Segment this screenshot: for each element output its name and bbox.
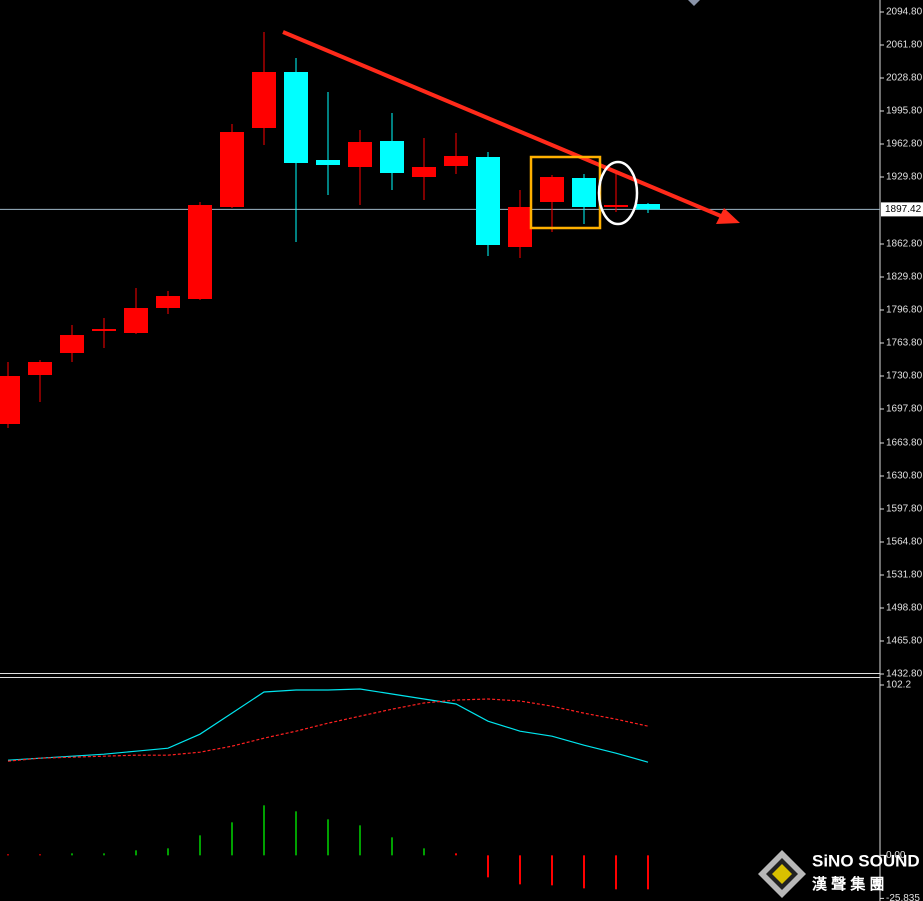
- y-tick-label: 1465.80: [886, 636, 923, 647]
- histogram-bar: [359, 825, 361, 856]
- candle-body: [28, 362, 52, 375]
- candle-body: [92, 329, 116, 331]
- histogram-bar: [135, 850, 137, 856]
- indicator-line: [7, 688, 649, 763]
- candle-body: [156, 296, 180, 308]
- candle-body: [348, 142, 372, 167]
- indicator-line: [7, 698, 649, 762]
- y-tick-label: 102.2: [886, 680, 911, 691]
- y-tick-label: -25.835: [886, 893, 920, 901]
- last-price-box: [881, 202, 923, 217]
- histogram-bar: [455, 853, 457, 856]
- marker: [688, 0, 700, 6]
- trend-arrow-head: [716, 208, 740, 224]
- y-tick-label: 1929.80: [886, 172, 923, 183]
- histogram-bar: [551, 855, 553, 886]
- y-tick-label: 1995.80: [886, 106, 923, 117]
- candle-body: [60, 335, 84, 353]
- histogram-bar: [199, 835, 201, 856]
- price-pane: 2094.80 2061.80 2028.80 1995.80 1962.80 1929.…: [0, 7, 923, 680]
- y-tick-label: 1663.80: [886, 438, 923, 449]
- y-tick-label: 1697.80: [886, 404, 923, 415]
- histogram-bar: [295, 811, 297, 856]
- y-tick-label: 1829.80: [886, 272, 923, 283]
- histogram-bar: [231, 822, 233, 856]
- y-tick-label: 0.00: [886, 850, 906, 861]
- y-tick-label: 1498.80: [886, 603, 923, 614]
- candle-body: [572, 178, 596, 207]
- indicator-pane: 102.2 0.00 -25.835: [7, 680, 920, 901]
- y-tick-label: 1862.80: [886, 239, 923, 250]
- candle-body: [252, 72, 276, 128]
- histogram-bar: [167, 848, 169, 856]
- histogram-bar: [103, 853, 105, 856]
- histogram-bar: [391, 837, 393, 856]
- candle-body: [508, 207, 532, 247]
- y-tick-label: 2061.80: [886, 40, 923, 51]
- candle-body: [476, 157, 500, 245]
- logo-chinese: 漢 聲 集 團: [812, 875, 885, 893]
- candle-body: [124, 308, 148, 333]
- histogram-bar: [7, 854, 9, 856]
- candle-body: [220, 132, 244, 207]
- logo: SiNO SOUND 漢 聲 集 團: [758, 850, 920, 898]
- candle-body: [380, 141, 404, 173]
- candle-body: [188, 205, 212, 299]
- histogram-bar: [263, 805, 265, 856]
- y-tick-label: 1796.80: [886, 305, 923, 316]
- y-tick-label: 1597.80: [886, 504, 923, 515]
- candle-body: [412, 167, 436, 177]
- y-tick-label: 1730.80: [886, 371, 923, 382]
- histogram-bar: [583, 855, 585, 889]
- histogram-bar: [423, 848, 425, 856]
- trend-line: [282, 30, 729, 221]
- y-tick-label: 1763.80: [886, 338, 923, 349]
- histogram-bar: [487, 855, 489, 878]
- candle-body: [444, 156, 468, 166]
- y-tick-label: 1531.80: [886, 570, 923, 581]
- candle-body: [316, 160, 340, 165]
- histogram-bar: [327, 819, 329, 856]
- histogram-bar: [647, 855, 649, 890]
- logo-mark: [772, 864, 792, 884]
- candle-body: [284, 72, 308, 163]
- histogram-bar: [39, 854, 41, 856]
- last-price-label: 1897.42: [885, 204, 922, 215]
- y-tick-label: 1564.80: [886, 537, 923, 548]
- y-tick-label: 2094.80: [886, 7, 923, 18]
- candle-body: [636, 204, 660, 210]
- candle-body: [540, 177, 564, 202]
- y-tick-label: 1432.80: [886, 669, 923, 680]
- y-tick-label: 1962.80: [886, 139, 923, 150]
- y-tick-label: 1630.80: [886, 471, 923, 482]
- histogram-bar: [71, 853, 73, 856]
- candle-body: [0, 376, 20, 424]
- histogram-bar: [615, 855, 617, 890]
- highlight-ellipse: [597, 160, 639, 226]
- histogram-bar: [519, 855, 521, 885]
- candle-body: [604, 205, 628, 207]
- y-tick-label: 2028.80: [886, 73, 923, 84]
- logo-name: SiNO SOUND: [812, 851, 920, 870]
